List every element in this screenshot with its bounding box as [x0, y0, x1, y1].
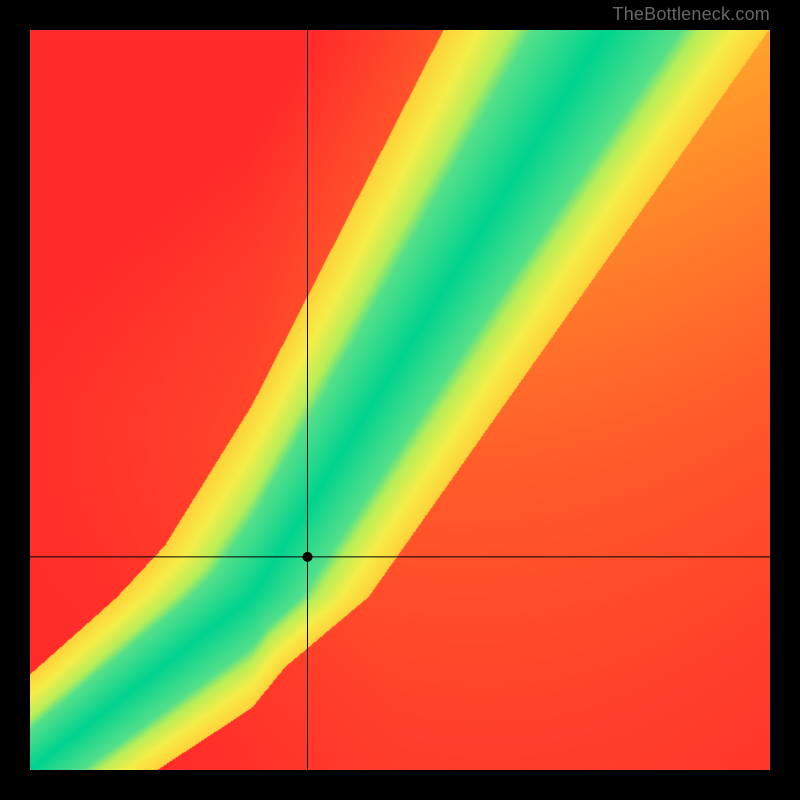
chart-container: TheBottleneck.com: [0, 0, 800, 800]
watermark-text: TheBottleneck.com: [613, 4, 770, 25]
bottleneck-heatmap: [30, 30, 770, 770]
